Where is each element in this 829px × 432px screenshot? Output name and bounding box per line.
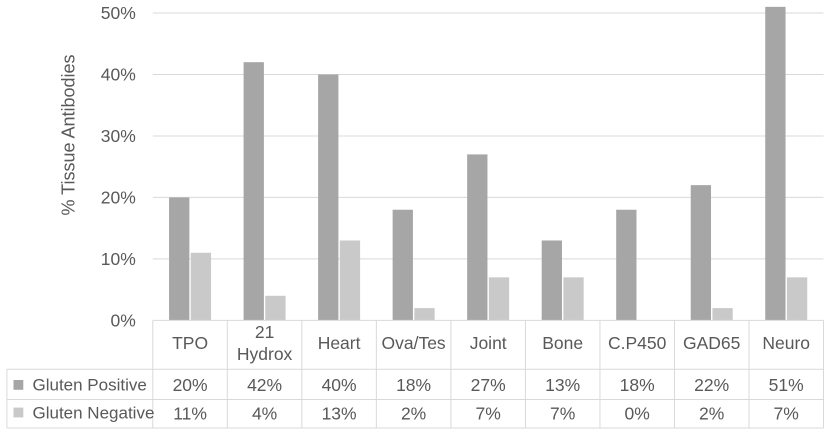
svg-text:% Tissue Antibodies: % Tissue Antibodies bbox=[58, 54, 78, 215]
svg-text:Gluten Negative: Gluten Negative bbox=[33, 404, 155, 423]
svg-text:2%: 2% bbox=[401, 403, 426, 423]
svg-text:40%: 40% bbox=[101, 65, 136, 85]
svg-text:18%: 18% bbox=[396, 375, 431, 395]
svg-text:50%: 50% bbox=[101, 3, 136, 23]
svg-text:GAD65: GAD65 bbox=[683, 333, 740, 353]
svg-text:27%: 27% bbox=[471, 375, 506, 395]
svg-text:Joint: Joint bbox=[470, 333, 507, 353]
svg-text:22%: 22% bbox=[694, 375, 729, 395]
svg-text:20%: 20% bbox=[173, 375, 208, 395]
svg-text:11%: 11% bbox=[173, 403, 207, 423]
svg-text:51%: 51% bbox=[769, 375, 804, 395]
svg-text:20%: 20% bbox=[101, 188, 136, 208]
svg-text:40%: 40% bbox=[322, 375, 357, 395]
svg-text:TPO: TPO bbox=[172, 333, 208, 353]
svg-text:C.P450: C.P450 bbox=[608, 333, 667, 353]
svg-text:Bone: Bone bbox=[542, 333, 583, 353]
svg-text:18%: 18% bbox=[620, 375, 655, 395]
svg-text:7%: 7% bbox=[550, 403, 575, 423]
svg-text:Gluten Positive: Gluten Positive bbox=[33, 375, 147, 394]
svg-text:4%: 4% bbox=[252, 403, 277, 423]
svg-text:Ova/Tes: Ova/Tes bbox=[381, 333, 445, 353]
svg-text:2%: 2% bbox=[699, 403, 724, 423]
svg-text:42%: 42% bbox=[247, 375, 282, 395]
svg-text:7%: 7% bbox=[774, 403, 799, 423]
svg-text:13%: 13% bbox=[322, 403, 357, 423]
svg-text:0%: 0% bbox=[111, 311, 136, 331]
svg-text:13%: 13% bbox=[545, 375, 580, 395]
svg-text:Neuro: Neuro bbox=[762, 333, 810, 353]
svg-text:7%: 7% bbox=[476, 403, 501, 423]
svg-text:Hydrox: Hydrox bbox=[237, 344, 293, 364]
svg-text:Heart: Heart bbox=[318, 333, 361, 353]
svg-text:30%: 30% bbox=[101, 126, 136, 146]
svg-text:10%: 10% bbox=[101, 249, 136, 269]
svg-text:21: 21 bbox=[255, 322, 274, 342]
svg-text:0%: 0% bbox=[625, 403, 650, 423]
